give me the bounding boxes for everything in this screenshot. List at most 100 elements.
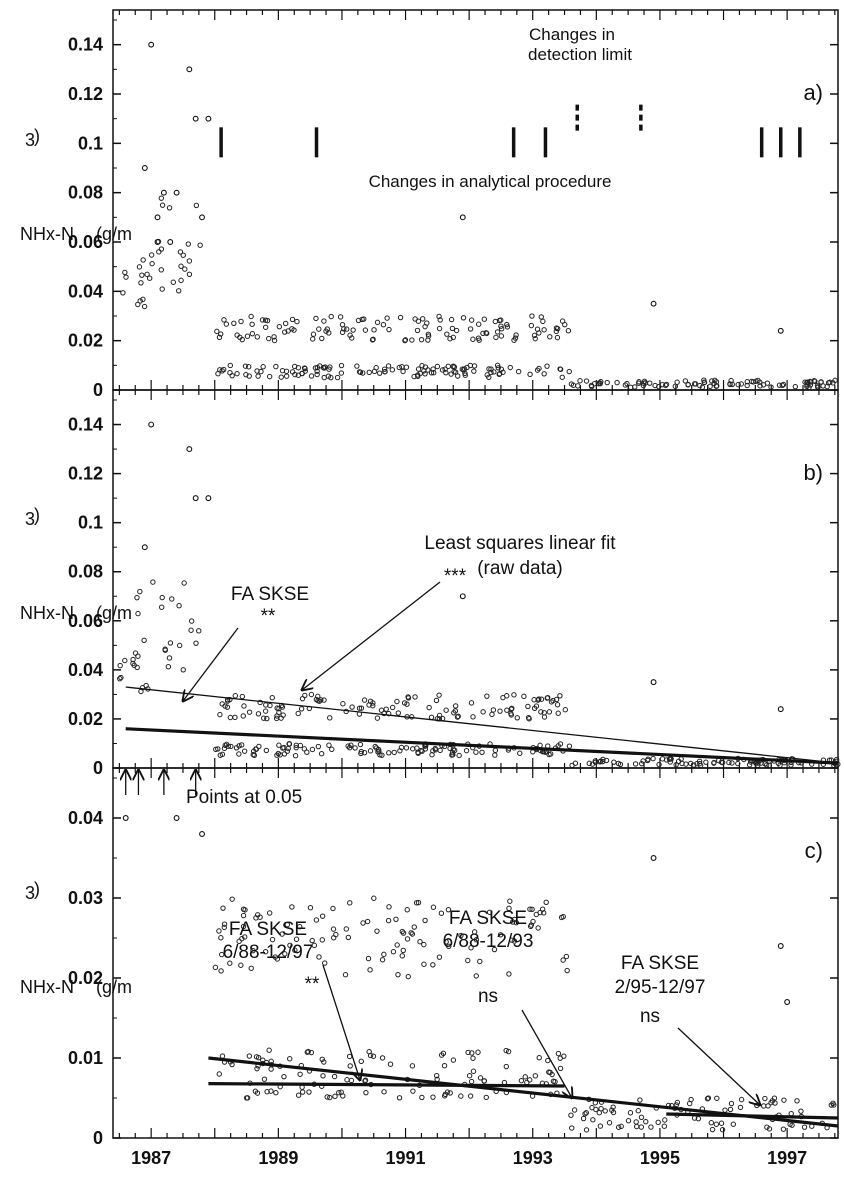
data-point	[476, 337, 482, 343]
panel-label: b)	[803, 460, 823, 485]
data-point	[134, 664, 140, 671]
data-point	[269, 936, 276, 943]
data-point	[643, 1118, 649, 1125]
data-point	[348, 742, 354, 748]
data-point	[340, 1093, 346, 1099]
data-point	[492, 747, 499, 754]
data-point	[548, 699, 555, 705]
data-point	[443, 370, 449, 376]
data-point	[276, 742, 282, 748]
fa2-label: FA SKSE	[449, 908, 527, 929]
data-point	[316, 326, 322, 332]
data-point	[425, 333, 432, 339]
data-point	[266, 1047, 272, 1053]
data-point	[468, 317, 475, 323]
data-point	[141, 165, 148, 171]
data-point	[683, 761, 689, 767]
data-point	[493, 334, 499, 341]
data-point	[319, 1056, 325, 1063]
data-point	[750, 379, 757, 385]
data-point	[397, 314, 404, 321]
data-point	[250, 947, 256, 954]
data-point	[279, 931, 285, 937]
data-point	[674, 379, 680, 385]
y-axis-unit: (g/m	[96, 977, 132, 997]
data-point	[177, 249, 184, 255]
data-point	[295, 710, 301, 717]
data-point	[491, 369, 497, 375]
detection-label-line2: detection limit	[528, 45, 632, 64]
data-point	[267, 702, 273, 709]
data-point	[633, 1123, 640, 1130]
data-point	[394, 942, 400, 948]
data-point	[285, 328, 291, 334]
y-tick-label: 0.14	[68, 415, 103, 435]
data-point	[371, 895, 377, 901]
data-point	[238, 318, 244, 325]
data-point	[500, 369, 506, 375]
data-point	[239, 935, 245, 942]
data-point	[350, 327, 356, 333]
data-point	[411, 373, 417, 380]
data-point	[470, 336, 476, 342]
y-tick-label: 0	[93, 1128, 103, 1148]
data-point	[280, 712, 286, 718]
outlier-significance: ***	[444, 566, 467, 587]
data-point	[252, 1088, 259, 1094]
data-point	[319, 335, 325, 342]
data-point	[495, 365, 502, 371]
data-point	[348, 1077, 355, 1084]
data-point	[481, 1078, 488, 1084]
data-point	[327, 715, 333, 721]
data-point	[436, 712, 443, 719]
data-point	[380, 322, 387, 328]
y-tick-label: 0.03	[68, 888, 103, 908]
data-point	[507, 364, 513, 371]
data-point	[280, 745, 286, 751]
data-point	[246, 364, 252, 370]
data-point	[637, 1097, 643, 1103]
fit-line	[125, 727, 839, 765]
data-point	[712, 377, 718, 384]
data-point	[356, 369, 363, 375]
data-point	[240, 912, 247, 919]
data-point	[216, 334, 223, 341]
data-point	[402, 337, 408, 344]
data-point	[218, 968, 224, 974]
data-point	[379, 1055, 386, 1061]
data-point	[714, 1095, 720, 1101]
data-point	[459, 214, 466, 221]
data-point	[511, 692, 517, 698]
data-point	[186, 271, 193, 277]
data-point	[409, 1063, 416, 1069]
data-point	[386, 750, 392, 756]
data-point	[412, 694, 418, 700]
data-point	[604, 379, 610, 386]
data-point	[458, 932, 464, 939]
data-point	[217, 711, 223, 718]
data-point	[744, 379, 750, 385]
data-point	[148, 421, 155, 428]
data-point	[555, 710, 561, 716]
data-point	[417, 939, 423, 945]
data-point	[463, 747, 470, 754]
data-point	[373, 365, 379, 371]
data-point	[212, 964, 219, 971]
data-point	[633, 1119, 639, 1125]
data-point	[292, 753, 299, 759]
data-point	[367, 967, 373, 973]
data-point	[176, 602, 182, 609]
data-point	[295, 372, 302, 378]
data-point	[221, 366, 227, 373]
data-point	[289, 904, 295, 910]
data-point	[504, 693, 510, 699]
data-point	[586, 760, 593, 767]
data-point	[241, 703, 247, 709]
data-point	[282, 951, 288, 957]
data-point	[193, 640, 199, 646]
data-point	[735, 760, 741, 767]
y-tick-label: 0.08	[68, 562, 103, 582]
data-point	[246, 709, 253, 715]
fa1-range: 6/88-12/97	[223, 942, 314, 963]
data-point	[294, 318, 300, 325]
